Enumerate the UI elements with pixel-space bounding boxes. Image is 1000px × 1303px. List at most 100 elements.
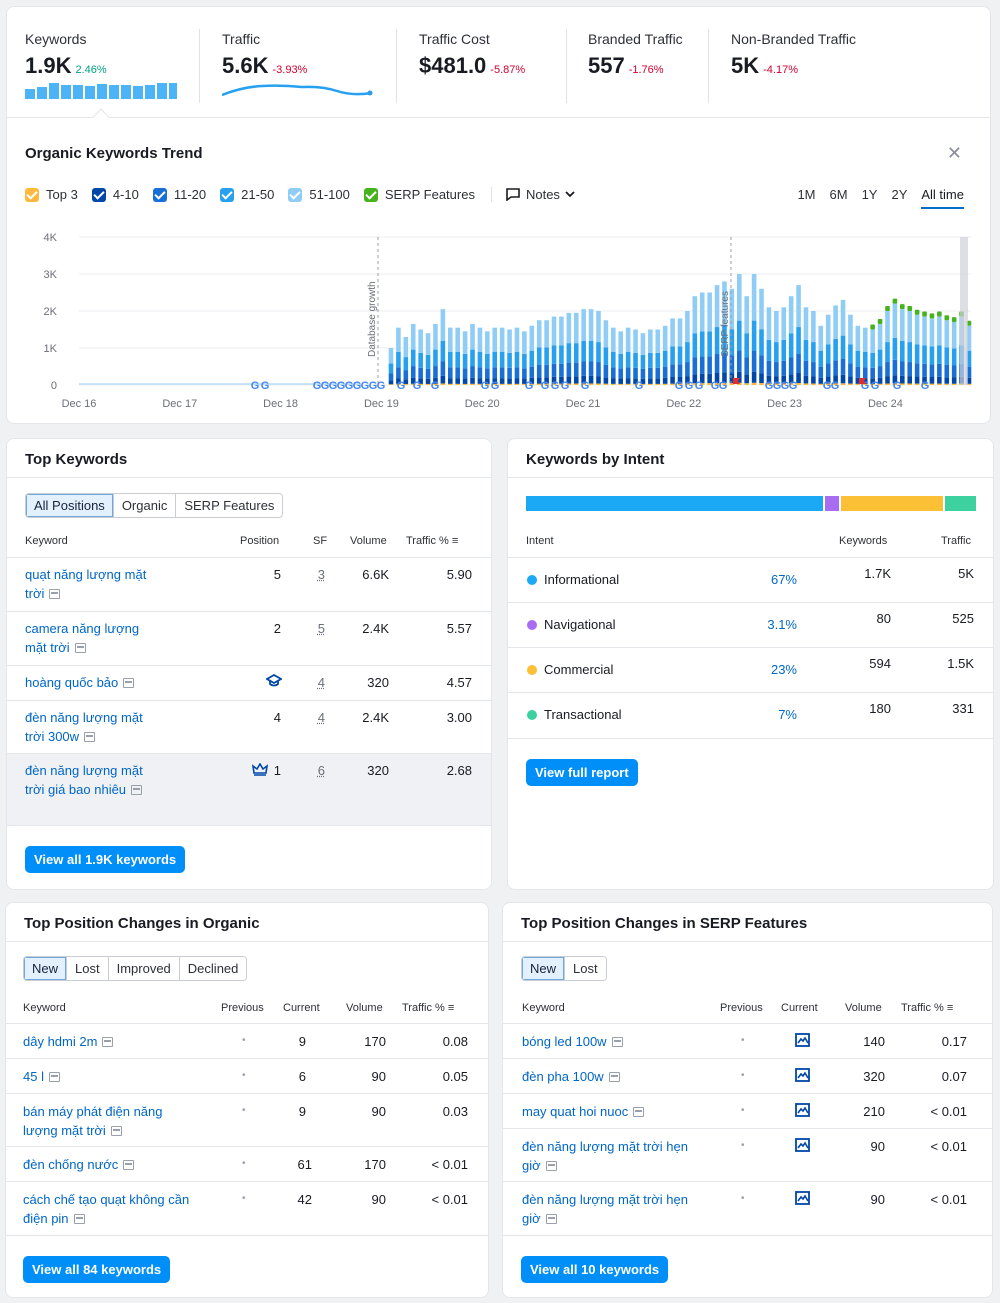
sf-count[interactable]: 4 [317, 675, 325, 690]
serp-snapshot-icon[interactable] [123, 1160, 135, 1170]
serp-snapshot-icon[interactable] [102, 1037, 114, 1047]
view-all-organic-changes-button[interactable]: View all 84 keywords [23, 1256, 171, 1283]
intent-percent[interactable]: 67% [770, 572, 797, 587]
serp-snapshot-icon[interactable] [633, 1107, 645, 1117]
tab-lost[interactable]: Lost [66, 957, 108, 980]
metric-keywords[interactable]: Keywords 1.9K 2.46% [25, 31, 177, 99]
divider [396, 29, 397, 103]
keyword-link[interactable]: đèn năng lượng mặt trời giá bao nhiêu [25, 761, 155, 799]
serp-snapshot-icon[interactable] [131, 785, 143, 795]
metric-branded-traffic[interactable]: Branded Traffic 557 -1.76% [588, 31, 683, 79]
period-6m[interactable]: 6M [829, 187, 848, 202]
serp-snapshot-icon[interactable] [123, 678, 135, 688]
keyword-link[interactable]: hoàng quốc bảo [25, 673, 225, 692]
tab-lost[interactable]: Lost [564, 957, 606, 980]
metric-traffic-cost[interactable]: Traffic Cost $481.0 -5.87% [419, 31, 525, 79]
column-header-position[interactable]: Position [240, 535, 280, 547]
legend-11-20[interactable]: 11-20 [152, 187, 206, 202]
serp-snapshot-icon[interactable] [73, 1214, 85, 1224]
period-1m[interactable]: 1M [797, 187, 816, 202]
intent-percent[interactable]: 7% [778, 707, 797, 722]
tab-improved[interactable]: Improved [107, 957, 179, 980]
column-header-traffic[interactable]: Traffic % ≡ [406, 535, 458, 547]
keyword-link[interactable]: cách chế tạo quạt không cần điện pin [23, 1190, 193, 1228]
period-all-time[interactable]: All time [921, 187, 964, 209]
keyword-link[interactable]: đèn pha 100w [522, 1067, 712, 1086]
sf-count[interactable]: 6 [317, 763, 325, 778]
divider [7, 477, 491, 478]
keyword-link[interactable]: đèn năng lượng mặt trời hẹn giờ [522, 1190, 707, 1228]
serp-snapshot-icon[interactable] [608, 1072, 620, 1082]
trend-bar-segment [447, 367, 453, 379]
trend-bar-segment [966, 366, 972, 378]
google-update-marker: G [871, 380, 880, 392]
trend-bar-segment [522, 353, 527, 369]
tab-organic[interactable]: Organic [112, 494, 176, 517]
legend-4-10[interactable]: 4-10 [91, 187, 139, 202]
keyword-link[interactable]: đèn chống nước [23, 1155, 213, 1174]
period-2y[interactable]: 2Y [891, 187, 908, 202]
view-full-report-button[interactable]: View full report [526, 759, 638, 786]
legend-top3[interactable]: Top 3 [25, 187, 78, 202]
keyword-link[interactable]: camera năng lượng mặt trời [25, 619, 155, 657]
sf-count[interactable]: 4 [317, 710, 325, 725]
current-value: 9 [298, 1034, 306, 1049]
serp-snapshot-icon[interactable] [611, 1037, 623, 1047]
trend-bar-segment [544, 320, 549, 348]
column-header-traffic[interactable]: Traffic % ≡ [901, 1002, 953, 1014]
keyword-link[interactable]: đèn năng lượng mặt trời 300w [25, 708, 155, 746]
trend-bar-segment [818, 366, 824, 378]
keyword-link[interactable]: 45 l [23, 1067, 213, 1086]
keyword-link[interactable]: bán máy phát điện năng lượng mặt trời [23, 1102, 193, 1140]
column-header-volume[interactable]: Volume [350, 535, 387, 547]
trend-bar-segment [566, 383, 572, 385]
serp-snapshot-icon[interactable] [48, 1072, 60, 1082]
view-all-serp-changes-button[interactable]: View all 10 keywords [521, 1256, 669, 1283]
legend-51-100[interactable]: 51-100 [288, 187, 350, 202]
trend-bar-segment [759, 288, 764, 330]
trend-bar-segment [766, 339, 772, 361]
tab-new[interactable]: New [522, 957, 565, 980]
sf-count[interactable]: 3 [317, 567, 325, 582]
keyword-link[interactable]: may quat hoi nuoc [522, 1102, 712, 1121]
column-header-sf[interactable]: SF [313, 535, 328, 547]
trend-bar-segment [551, 383, 557, 385]
serp-snapshot-icon[interactable] [84, 732, 96, 742]
trend-bar-segment [522, 383, 527, 385]
serp-snapshot-icon[interactable] [74, 643, 86, 653]
metric-non-branded-traffic[interactable]: Non-Branded Traffic 5K -4.17% [731, 31, 856, 79]
tab-new[interactable]: New [24, 957, 67, 980]
keyword-link[interactable]: bóng led 100w [522, 1032, 712, 1051]
close-icon[interactable]: ✕ [946, 143, 962, 163]
metric-traffic[interactable]: Traffic 5.6K -3.93% [222, 31, 374, 99]
tab-all-positions[interactable]: All Positions [26, 494, 113, 517]
trend-bar-segment [759, 373, 764, 384]
legend-serp-features[interactable]: SERP Features [363, 187, 475, 202]
serp-snapshot-icon[interactable] [49, 589, 61, 599]
keyword-link[interactable]: dây hdmi 2m [23, 1032, 213, 1051]
trend-bar-segment [596, 383, 601, 385]
sf-count[interactable]: 5 [317, 621, 325, 636]
period-1y[interactable]: 1Y [861, 187, 878, 202]
tab-serp-features[interactable]: SERP Features [175, 494, 283, 517]
tab-declined[interactable]: Declined [178, 957, 247, 980]
serp-snapshot-icon[interactable] [545, 1214, 557, 1224]
trend-bar-segment [440, 309, 446, 342]
google-update-marker: G [525, 380, 534, 392]
column-header-traffic[interactable]: Traffic [941, 535, 971, 547]
column-header-keywords[interactable]: Keywords [839, 535, 888, 547]
keyword-link[interactable]: đèn năng lượng mặt trời hẹn giờ [522, 1137, 707, 1175]
view-all-keywords-button[interactable]: View all 1.9K keywords [25, 846, 186, 873]
legend-21-50[interactable]: 21-50 [220, 187, 274, 202]
column-header-traffic[interactable]: Traffic % ≡ [402, 1002, 454, 1014]
trend-bar-segment [573, 376, 579, 384]
serp-snapshot-icon[interactable] [110, 1126, 122, 1136]
intent-percent[interactable]: 3.1% [767, 617, 797, 632]
column-header-volume[interactable]: Volume [346, 1002, 383, 1014]
column-header-volume[interactable]: Volume [845, 1002, 882, 1014]
intent-percent[interactable]: 23% [770, 662, 797, 677]
notes-dropdown[interactable]: Notes [490, 187, 575, 202]
keyword-link[interactable]: quạt năng lượng mặt trời [25, 565, 155, 603]
table-row: đèn năng lượng mặt trời hẹn giờ • 90 < 0… [503, 1129, 992, 1182]
serp-snapshot-icon[interactable] [545, 1161, 557, 1171]
